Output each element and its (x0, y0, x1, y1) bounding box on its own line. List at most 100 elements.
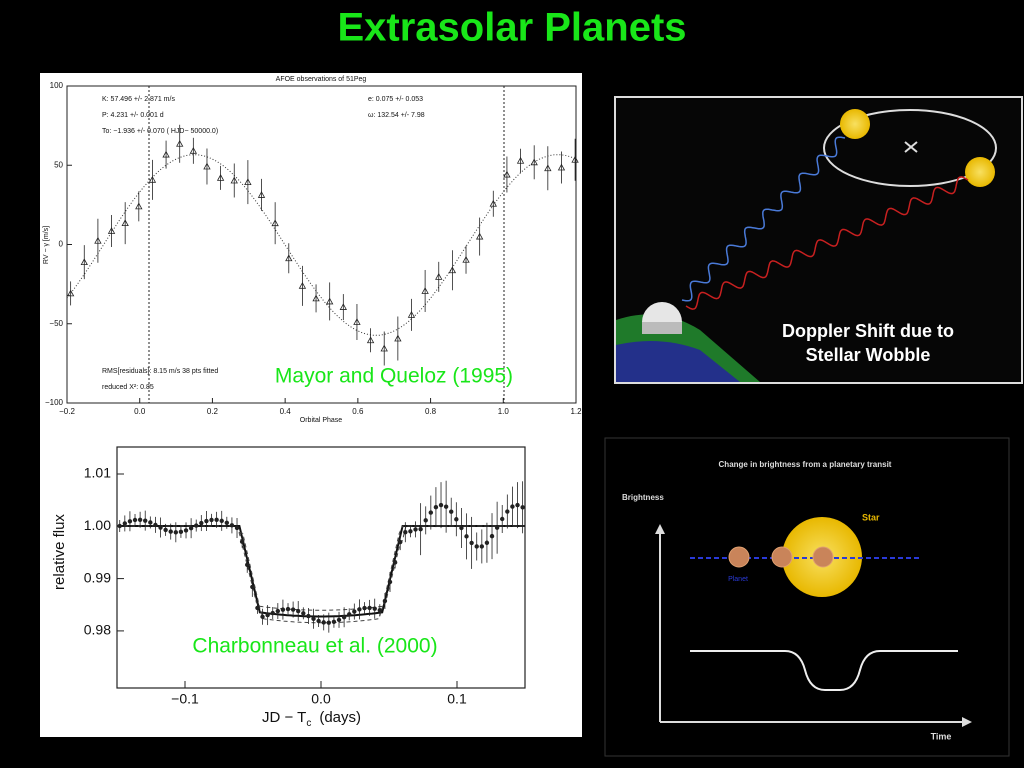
rv-point (176, 139, 184, 147)
flux-point (311, 616, 316, 621)
rv-point (148, 175, 157, 183)
star (965, 157, 995, 187)
x-tick-label: −0.1 (171, 691, 199, 707)
plot-title: AFOE observations of 51Peg (276, 76, 367, 83)
flux-point (280, 607, 286, 612)
flux-point (153, 522, 158, 528)
rv-point (189, 146, 198, 154)
flux-point (408, 529, 413, 534)
flux-point (474, 544, 479, 549)
planet (728, 546, 750, 568)
model-bound (117, 525, 525, 624)
x-tick-label: 0.4 (280, 407, 292, 416)
flux-point (469, 540, 474, 546)
flux-point (367, 605, 372, 611)
rv-point (407, 311, 416, 318)
caption: Mayor and Queloz (1995) (275, 365, 513, 388)
flux-point (306, 613, 311, 619)
flux-point (382, 598, 388, 604)
rv-point (489, 199, 497, 207)
flux-point (219, 518, 224, 524)
rv-point (257, 191, 266, 198)
flux-point (500, 516, 505, 522)
earth-sea (616, 341, 740, 382)
flux-point (143, 518, 148, 523)
planet-label: Planet (728, 576, 748, 583)
rv-point (121, 219, 129, 227)
flux-point (515, 502, 520, 508)
rv-point (326, 297, 334, 305)
x-label-unit: (days) (319, 709, 361, 726)
rv-point (448, 266, 457, 274)
y-tick-label: 50 (54, 160, 63, 169)
y-label: Brightness (622, 493, 664, 502)
y-tick-label: 0 (59, 240, 64, 249)
flux-point (510, 504, 515, 509)
flux-point (199, 520, 204, 526)
planet (812, 546, 834, 568)
star-label: Star (862, 512, 880, 522)
x-label: Time (931, 731, 952, 741)
diagram-title: Change in brightness from a planetary tr… (719, 460, 892, 469)
flux-point (520, 505, 525, 510)
flux-point (377, 607, 383, 613)
y-tick-label: −50 (49, 319, 63, 328)
rv-point (503, 170, 511, 178)
flux-point (296, 608, 301, 614)
flux-point (275, 608, 281, 614)
flux-point (122, 521, 128, 526)
rv-point (516, 156, 525, 164)
caption: Charbonneau et al. (2000) (192, 635, 437, 658)
flux-point (127, 519, 133, 524)
flux-point (438, 502, 444, 508)
rv-point (66, 289, 75, 297)
flux-point (255, 605, 260, 611)
flux-point (158, 525, 163, 530)
flux-point (321, 620, 326, 625)
flux-point (433, 504, 439, 510)
flux-point (352, 609, 357, 614)
flux-point (494, 525, 500, 530)
arrow (962, 717, 972, 727)
rv-point (557, 163, 566, 171)
doppler-panel: Doppler Shift due to Stellar Wobble (614, 96, 1023, 384)
flux-point (326, 620, 332, 625)
transit-panel: relative flux JD − Tc (days) Charbonneau … (40, 425, 582, 737)
flux-point (449, 509, 454, 514)
flux-point (459, 525, 464, 531)
x-label-main: JD − T (262, 709, 306, 726)
flux-point (398, 539, 403, 545)
flux-point (484, 540, 490, 545)
flux-point (250, 584, 255, 590)
flux-point (117, 523, 122, 529)
x-tick-label: −0.2 (59, 407, 75, 416)
rv-point (107, 227, 116, 234)
rv-point (285, 254, 293, 262)
y-tick-label: 0.98 (84, 622, 111, 638)
flux-point (234, 525, 240, 531)
x-tick-label: 1.0 (498, 407, 510, 416)
flux-point (479, 544, 485, 549)
flux-point (148, 520, 153, 525)
doppler-text: Stellar Wobble (806, 345, 931, 365)
x-label: Orbital Phase (300, 417, 343, 424)
flux-point (392, 560, 398, 565)
flux-point (178, 529, 184, 535)
y-tick-label: −100 (45, 398, 64, 407)
rv-point (94, 236, 102, 244)
flux-point (413, 527, 418, 532)
flux-point (270, 610, 275, 616)
flux-point (194, 523, 199, 528)
flux-point (188, 525, 194, 531)
x-label: JD − Tc (days) (262, 709, 361, 729)
flux-point (347, 612, 352, 617)
flux-point (260, 614, 265, 619)
x-tick-label: 0.6 (352, 407, 364, 416)
rv-point (80, 258, 88, 266)
flux-point (229, 523, 235, 528)
y-label: RV − γ [m/s] (43, 226, 50, 264)
chi: reduced X²: 0.85 (102, 384, 154, 391)
rv-point (216, 174, 225, 181)
slide-title: Extrasolar Planets (337, 6, 686, 50)
